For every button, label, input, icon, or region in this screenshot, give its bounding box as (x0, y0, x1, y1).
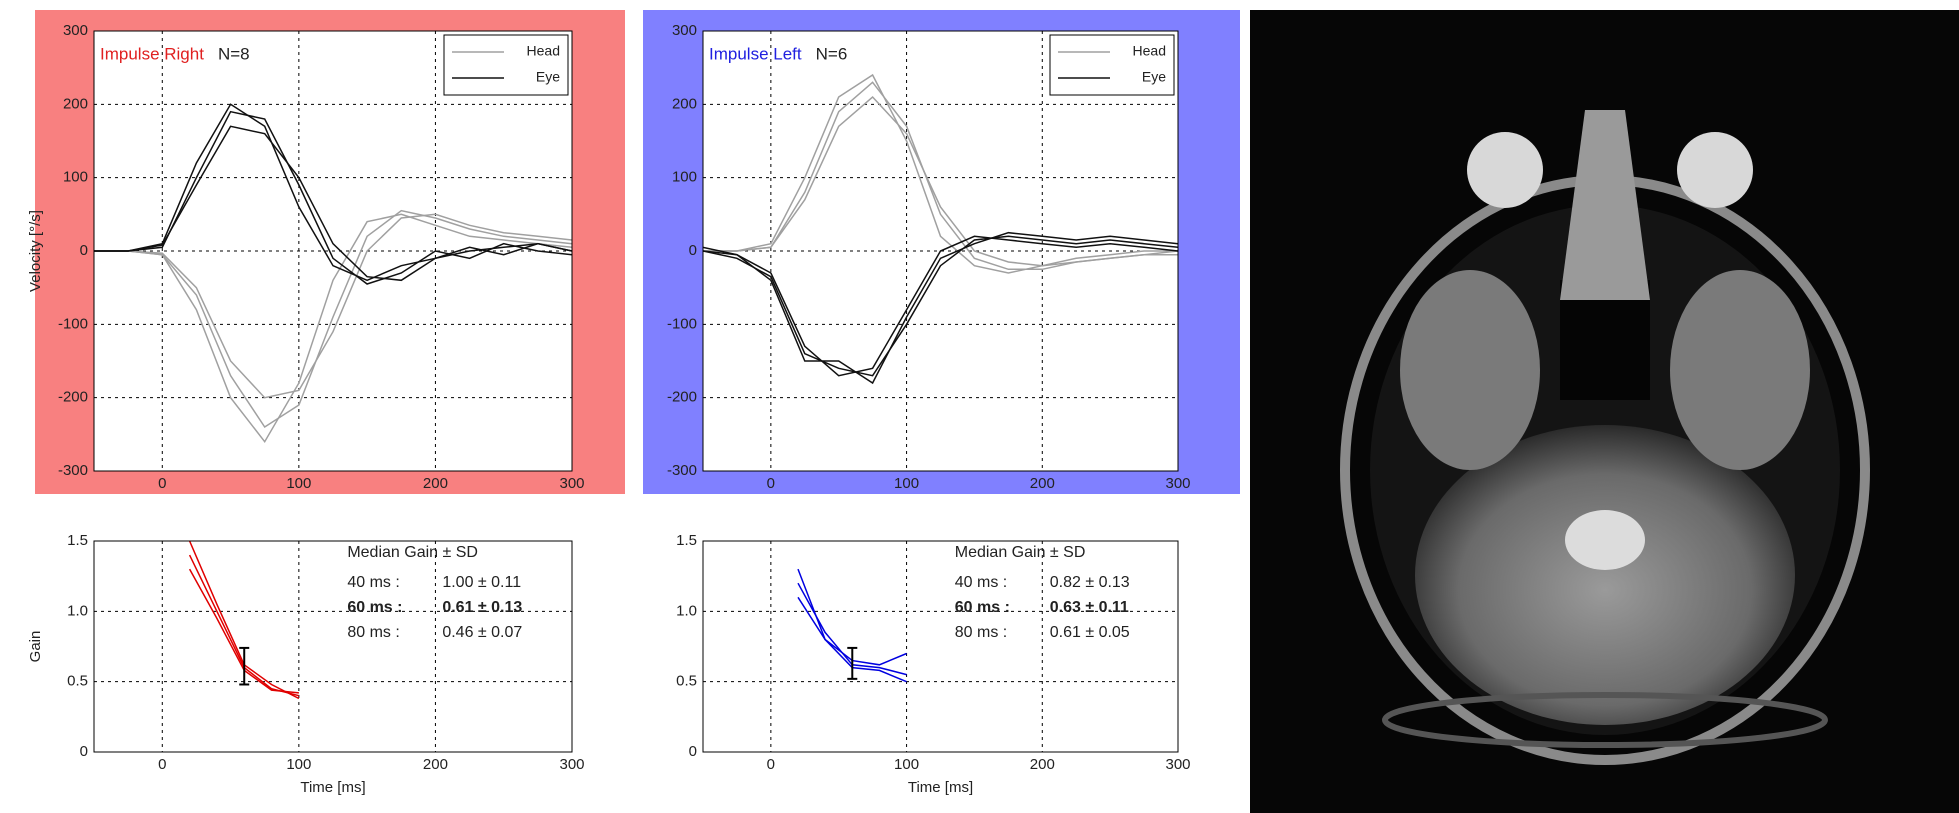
chart-title: Impulse Right (100, 44, 204, 63)
trace-line (703, 73, 1178, 274)
trace-line (94, 213, 572, 399)
x-tick-label: 200 (1030, 756, 1055, 773)
plot-frame (702, 540, 1179, 753)
error-bar (239, 646, 250, 686)
table-cell: 0.63 ± 0.11 (1050, 599, 1129, 616)
legend-box (1049, 34, 1175, 96)
legend-box (443, 34, 569, 96)
y-tick-label: 300 (672, 22, 697, 39)
x-tick-label: 300 (559, 756, 584, 773)
y-tick-label: -100 (58, 315, 88, 332)
table-cell: 0.61 ± 0.05 (1050, 624, 1130, 641)
y-axis-label: Velocity [°/s] (27, 210, 44, 292)
x-tick-label: 200 (423, 475, 448, 492)
plot-frame (93, 30, 573, 472)
trace-line (94, 209, 572, 429)
y-tick-label: 1.5 (676, 532, 697, 549)
y-tick-label: 0 (689, 242, 697, 259)
chart-subtitle: N=6 (816, 44, 848, 63)
legend-label: Eye (536, 69, 560, 85)
x-tick-label: 0 (158, 475, 166, 492)
traces (94, 103, 572, 444)
y-tick-label: 1.0 (676, 602, 697, 619)
plot-area (703, 541, 1178, 752)
table-title: Median Gain ± SD (955, 544, 1086, 561)
x-tick-label: 300 (559, 475, 584, 492)
chart: 0 100 200 300 0 0.5 1.0 1.5 Time [ms] Median Gain… (676, 532, 1190, 796)
table-cell: 60 ms : (955, 599, 1010, 616)
legend-label: Head (1133, 43, 1166, 59)
x-tick-label: 200 (423, 756, 448, 773)
plot-frame (702, 30, 1179, 472)
y-tick-label: 0 (80, 242, 88, 259)
y-tick-label: -300 (58, 462, 88, 479)
chart: 0 100 200 300 0 0.5 1.0 1.5 Gain Time [ms] Median … (27, 532, 585, 796)
y-tick-label: 1.5 (67, 532, 88, 549)
x-tick-label: 100 (286, 756, 311, 773)
y-axis-label: Gain (27, 631, 44, 663)
y-tick-label: 300 (63, 22, 88, 39)
y-tick-label: 0.5 (67, 673, 88, 690)
y-tick-label: 200 (63, 95, 88, 112)
y-tick-label: -300 (667, 462, 697, 479)
x-axis-label: Time [ms] (908, 779, 973, 796)
trace-line (94, 125, 572, 282)
y-tick-label: 200 (672, 95, 697, 112)
y-tick-label: 100 (672, 169, 697, 186)
table-cell: 1.00 ± 0.11 (442, 574, 521, 591)
table-cell: 0.46 ± 0.07 (442, 624, 522, 641)
table-cell: 0.61 ± 0.13 (442, 599, 522, 616)
table-title: Median Gain ± SD (347, 544, 478, 561)
table-cell: 0.82 ± 0.13 (1050, 574, 1130, 591)
chart: 0 100 200 300 -300 -200 -100 0 100 200 300 Impulse … (643, 10, 1240, 494)
legend-label: Head (527, 43, 560, 59)
y-tick-label: 0 (80, 743, 88, 760)
legend-label: Eye (1142, 69, 1166, 85)
x-axis-label: Time [ms] (300, 779, 365, 796)
x-tick-label: 100 (286, 475, 311, 492)
trace-line (703, 95, 1178, 267)
table-cell: 40 ms : (347, 574, 399, 591)
trace-line (94, 213, 572, 444)
y-tick-label: -100 (667, 315, 697, 332)
table-cell: 60 ms : (347, 599, 402, 616)
x-tick-label: 0 (767, 756, 775, 773)
trace-line (703, 231, 1178, 385)
trace-line (703, 235, 1178, 377)
y-tick-label: 1.0 (67, 602, 88, 619)
y-tick-label: 0.5 (676, 673, 697, 690)
x-tick-label: 300 (1165, 475, 1190, 492)
chart: 0 100 200 300 -300 -200 -100 0 100 200 300 Velocity… (27, 10, 625, 494)
traces (703, 73, 1178, 385)
x-tick-label: 0 (767, 475, 775, 492)
chart-title: Impulse Left (709, 44, 802, 63)
chart-subtitle: N=8 (218, 44, 250, 63)
plot-area (94, 541, 572, 752)
y-tick-label: -200 (667, 389, 697, 406)
x-tick-label: 300 (1165, 756, 1190, 773)
y-tick-label: -200 (58, 389, 88, 406)
mri-image (1250, 10, 1959, 813)
table-cell: 40 ms : (955, 574, 1007, 591)
table-cell: 80 ms : (955, 624, 1007, 641)
x-tick-label: 0 (158, 756, 166, 773)
y-tick-label: 0 (689, 743, 697, 760)
trace-line (703, 235, 1178, 377)
table-cell: 80 ms : (347, 624, 399, 641)
plot-frame (93, 540, 573, 753)
x-tick-label: 100 (894, 475, 919, 492)
y-tick-label: 100 (63, 169, 88, 186)
error-bar (847, 646, 858, 680)
x-tick-label: 100 (894, 756, 919, 773)
x-tick-label: 200 (1030, 475, 1055, 492)
